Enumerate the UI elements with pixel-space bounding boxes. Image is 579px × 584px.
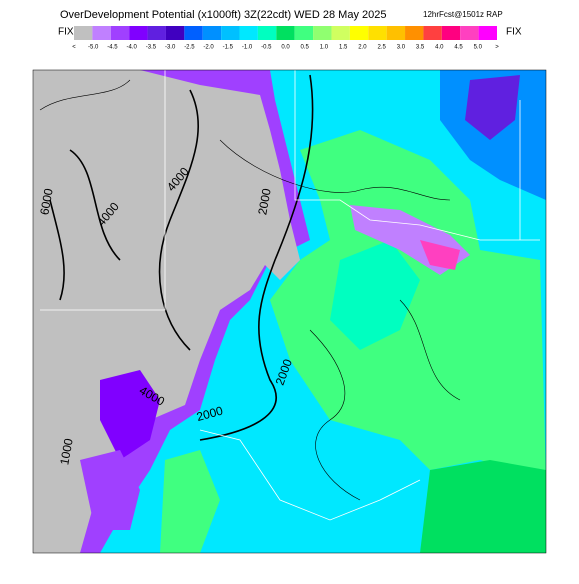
- colorbar-swatch: [92, 26, 111, 40]
- colorbar-label: -4.0: [127, 45, 138, 51]
- colorbar-label: -3.0: [165, 45, 176, 51]
- contour-line: [199, 74, 314, 441]
- colorbar-swatch: [239, 26, 258, 40]
- contour-line: [49, 199, 65, 301]
- green-region: [420, 460, 546, 553]
- colorbar-label: >: [495, 45, 499, 51]
- contour-line: [158, 89, 199, 351]
- colorbar-label: 3.0: [397, 45, 406, 51]
- colorbar-swatch: [184, 26, 203, 40]
- green-region: [160, 450, 220, 553]
- title: OverDevelopment Potential (x1000ft) 3Z(2…: [60, 9, 386, 21]
- colorbar-label: 5.0: [474, 45, 483, 51]
- pink-region: [420, 240, 460, 270]
- contour-line: [69, 149, 121, 261]
- contour-line: [39, 79, 131, 111]
- map: 6000 4000 4000 2000 2000 2000 4000 1000: [32, 69, 547, 554]
- colorbar-swatch: [147, 26, 166, 40]
- colorbar-label: 4.0: [435, 45, 444, 51]
- contour-label: 2000: [255, 187, 273, 216]
- colorbar-swatch: [257, 26, 277, 40]
- colorbar-label: -4.5: [107, 45, 118, 51]
- forecast: 12hrFcst@1501z RAP: [423, 10, 503, 19]
- colorbar-label: 2.0: [358, 45, 367, 51]
- colorbar-label: -2.5: [184, 45, 195, 51]
- state-border: [40, 70, 166, 311]
- contour-label: 2000: [195, 403, 225, 424]
- contour-line: [399, 299, 461, 401]
- colorbar-swatch: [478, 26, 497, 40]
- purple-region: [100, 370, 160, 460]
- colorbar-swatch: [221, 26, 240, 40]
- colorbar-swatch: [368, 26, 387, 40]
- colorbar-swatch: [110, 26, 130, 40]
- fix-right: FIX: [506, 27, 522, 38]
- colorbar-swatch: [74, 26, 93, 40]
- contour-line: [309, 329, 361, 501]
- colorbar-swatch: [349, 26, 369, 40]
- contour-label: 6000: [37, 187, 55, 216]
- colorbar-swatch: [460, 26, 479, 40]
- colorbar-label: 0.0: [281, 45, 290, 51]
- contour-label: 1000: [57, 437, 75, 466]
- colorbar-swatch: [129, 26, 148, 40]
- colorbar-label: 1.0: [320, 45, 329, 51]
- colorbar-label: -2.0: [203, 45, 214, 51]
- state-border: [294, 70, 540, 241]
- colorbar-swatch: [423, 26, 442, 40]
- purple-region: [80, 450, 140, 530]
- state-border: [199, 429, 421, 521]
- colorbar-label: -1.0: [242, 45, 253, 51]
- colorbar-label: <: [72, 45, 76, 51]
- colorbar-label: 0.5: [301, 45, 310, 51]
- colorbar-label: -5.0: [88, 45, 99, 51]
- purple-region: [465, 75, 520, 140]
- colorbar-swatch: [405, 26, 424, 40]
- colorbar-swatch: [202, 26, 222, 40]
- colorbar-swatch: [294, 26, 314, 40]
- colorbar-swatch: [165, 26, 185, 40]
- colorbar-label: 2.5: [377, 45, 386, 51]
- colorbar-swatch: [276, 26, 295, 40]
- colorbar-swatch: [441, 26, 461, 40]
- colorbar-swatch: [313, 26, 332, 40]
- colorbar-label: 3.5: [416, 45, 425, 51]
- colorbar-label: -3.5: [146, 45, 157, 51]
- colorbar: < -5.0 -4.5 -4.0 -3.5 -3.0 -2.5 -2.0 -1.5 -1.0 -0.…: [72, 26, 499, 51]
- fix-left: FIX: [58, 27, 74, 38]
- colorbar-swatch: [331, 26, 350, 40]
- colorbar-swatch: [386, 26, 406, 40]
- colorbar-label: 1.5: [339, 45, 348, 51]
- colorbar-label: -0.5: [261, 45, 272, 51]
- colorbar-label: 4.5: [454, 45, 463, 51]
- map-frame: [32, 69, 547, 554]
- colorbar-label: -1.5: [223, 45, 234, 51]
- teal-region: [330, 240, 420, 350]
